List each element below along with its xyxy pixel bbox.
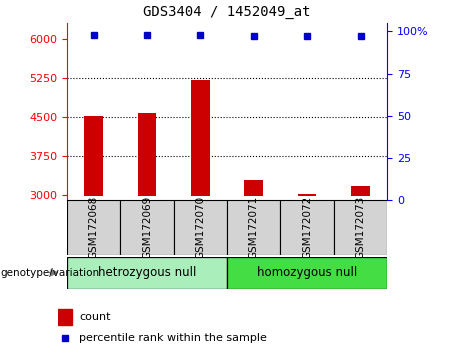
Text: GSM172071: GSM172071: [249, 196, 259, 259]
Bar: [298, 194, 317, 196]
Bar: [334, 200, 387, 255]
Text: percentile rank within the sample: percentile rank within the sample: [79, 333, 267, 343]
Bar: [137, 113, 156, 196]
Title: GDS3404 / 1452049_at: GDS3404 / 1452049_at: [143, 5, 311, 19]
Text: homozygous null: homozygous null: [257, 266, 357, 279]
Bar: [120, 200, 174, 255]
Text: genotype/variation: genotype/variation: [0, 268, 99, 278]
Text: GSM172070: GSM172070: [195, 196, 205, 259]
Bar: [67, 200, 120, 255]
Bar: [227, 257, 387, 289]
Text: GSM172073: GSM172073: [355, 196, 366, 259]
Bar: [67, 257, 227, 289]
Text: GSM172068: GSM172068: [89, 196, 99, 259]
Text: hetrozygous null: hetrozygous null: [98, 266, 196, 279]
Bar: [174, 200, 227, 255]
Bar: [244, 180, 263, 196]
Text: count: count: [79, 312, 111, 322]
Bar: [58, 309, 72, 325]
Bar: [227, 200, 280, 255]
Text: GSM172072: GSM172072: [302, 196, 312, 259]
Bar: [191, 80, 210, 196]
Bar: [280, 200, 334, 255]
Text: GSM172069: GSM172069: [142, 196, 152, 259]
Bar: [84, 116, 103, 196]
Bar: [351, 187, 370, 196]
